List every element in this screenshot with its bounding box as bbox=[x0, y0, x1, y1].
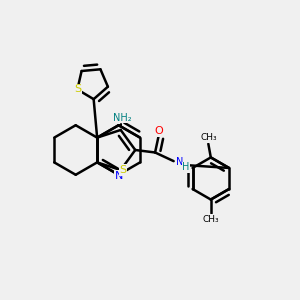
Text: CH₃: CH₃ bbox=[202, 215, 219, 224]
Text: CH₃: CH₃ bbox=[200, 133, 217, 142]
Text: N: N bbox=[176, 158, 184, 167]
Text: N: N bbox=[114, 171, 123, 181]
Text: S: S bbox=[120, 165, 127, 175]
Text: NH₂: NH₂ bbox=[112, 112, 131, 123]
Text: H: H bbox=[182, 162, 190, 172]
Text: O: O bbox=[154, 126, 163, 136]
Text: S: S bbox=[74, 85, 81, 94]
